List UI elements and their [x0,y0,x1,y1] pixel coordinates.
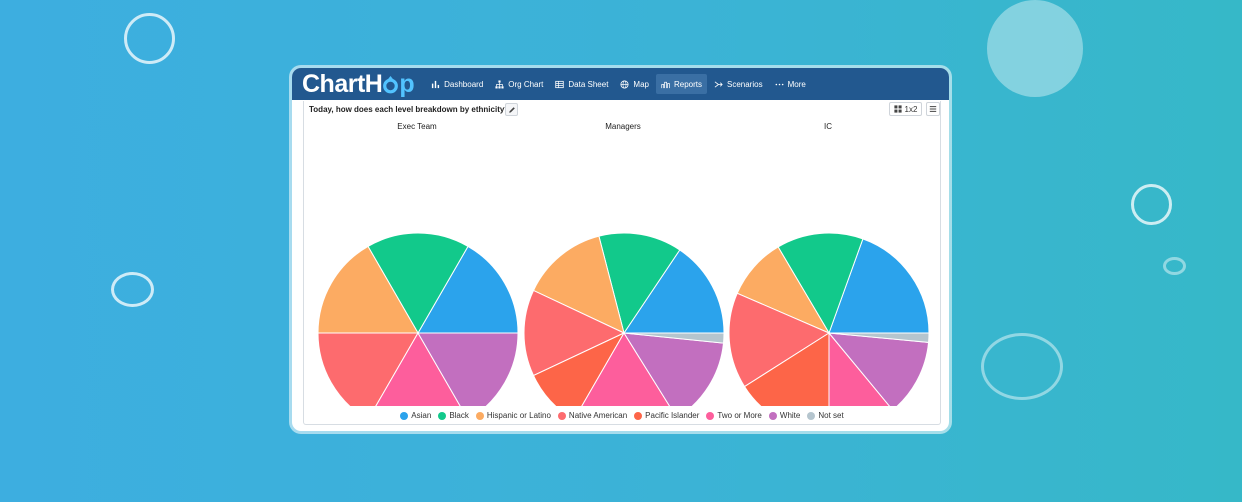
pie-slice-exec-team-native-american[interactable] [317,332,419,406]
decor-blob-1 [987,0,1083,97]
nav-map[interactable]: Map [615,74,654,94]
pie-slice-managers-white[interactable] [623,332,725,406]
report-title: Today, how does each level breakdown by … [309,105,510,114]
legend-dot [557,411,566,420]
pie-slice-managers-pacific-islander[interactable] [532,331,626,406]
pencil-icon [508,106,515,113]
decor-circle-3 [1131,184,1172,225]
pie-slice-ic-asian[interactable] [828,238,930,334]
legend-item-black[interactable]: Black [438,411,469,420]
nav-dashboard[interactable]: Dashboard [426,74,488,94]
app-window: ChartH p Dashboard Org Chart Data Sheet … [292,68,949,431]
pie-slice-managers-hispanic-or-latino[interactable] [532,235,625,334]
pie-slice-ic-black[interactable] [777,232,864,335]
legend-dot [768,411,777,420]
nav-scenarios[interactable]: Scenarios [709,74,768,94]
legend-label: Hispanic or Latino [486,411,551,420]
layout-toggle-button[interactable]: 1x2 [889,102,922,116]
legend-label: White [779,411,801,420]
legend-dot [807,411,816,420]
pie-slice-managers-asian[interactable] [623,249,725,334]
legend-item-white[interactable]: White [768,411,801,420]
pie-slice-ic-not-set[interactable] [828,332,930,343]
reports-icon [661,81,670,88]
pie-charts [317,232,930,406]
legend-dot [706,411,715,420]
logo-text-part2: p [399,70,415,98]
decor-circle-2 [111,272,154,307]
legend-label: Two or More [717,411,762,420]
nav-scenarios-label: Scenarios [727,79,763,89]
scenarios-icon [714,80,723,88]
legend-label: Asian [411,411,432,420]
org-chart-icon [495,79,504,88]
pie-slice-managers-not-set[interactable] [623,332,725,344]
report-panel: Today, how does each level breakdown by … [303,101,941,425]
top-navbar: ChartH p Dashboard Org Chart Data Sheet … [292,68,949,100]
pie-slice-ic-native-american[interactable] [728,292,831,388]
nav-reports-label: Reports [673,79,702,89]
nav-data-sheet-label: Data Sheet [568,79,609,89]
legend-label: Black [449,411,469,420]
legend-dot [438,411,447,420]
table-icon [555,80,565,88]
legend-label: Not set [818,411,844,420]
globe-icon [620,79,629,89]
chartHop-logo[interactable]: ChartH p [302,68,415,100]
legend-item-hispanic-or-latino[interactable]: Hispanic or Latino [475,411,551,420]
bar-chart-icon [432,80,440,88]
nav-map-label: Map [633,79,649,89]
pie-slice-ic-pacific-islander[interactable] [743,332,830,406]
pie-slice-ic-white[interactable] [827,332,930,406]
nav-more-label: More [787,79,806,89]
legend-dot [634,411,643,420]
logo-hop-icon [383,75,399,93]
legend-label: Native American [568,411,628,420]
chart-title-ic: IC [824,122,832,131]
legend-item-two-or-more[interactable]: Two or More [706,411,762,420]
legend-label: Pacific Islander [645,411,700,420]
logo-text-part1: ChartH [302,70,383,98]
pie-slice-exec-team-black[interactable] [367,232,469,335]
chart-legend: Asian Black Hispanic or Latino Native Ameri… [304,411,940,420]
hamburger-menu-icon [929,106,937,112]
layout-toggle-label: 1x2 [904,104,918,114]
edit-title-button[interactable] [505,103,518,116]
nav-org-chart-label: Org Chart [508,79,544,89]
pie-slice-exec-team-hispanic-or-latino[interactable] [317,245,419,334]
pie-slice-exec-team-two-or-more[interactable] [368,331,468,406]
legend-item-native-american[interactable]: Native American [557,411,628,420]
more-dots-icon [775,83,784,85]
pie-slice-managers-black[interactable] [598,232,681,335]
legend-dot [400,411,409,420]
pie-slice-managers-two-or-more[interactable] [574,332,677,406]
decor-circle-1 [124,13,175,64]
nav-data-sheet[interactable]: Data Sheet [550,74,613,94]
nav-reports[interactable]: Reports [655,74,707,94]
pie-slice-exec-team-white[interactable] [417,332,519,406]
decor-circle-4 [1163,257,1186,275]
legend-item-not-set[interactable]: Not set [807,411,844,420]
legend-item-pacific-islander[interactable]: Pacific Islander [634,411,699,420]
pie-slice-exec-team-asian[interactable] [417,245,519,334]
pie-slice-managers-native-american[interactable] [523,289,626,377]
nav-more[interactable]: More [770,74,811,94]
legend-dot [475,411,484,420]
chart-title-exec-team: Exec Team [397,122,437,131]
legend-item-asian[interactable]: Asian [400,411,431,420]
report-menu-button[interactable] [926,102,940,116]
nav-org-chart[interactable]: Org Chart [490,74,548,94]
grid-icon [893,105,902,113]
decor-circle-5 [981,333,1063,400]
chart-title-managers: Managers [605,122,641,131]
nav-dashboard-label: Dashboard [444,79,484,89]
